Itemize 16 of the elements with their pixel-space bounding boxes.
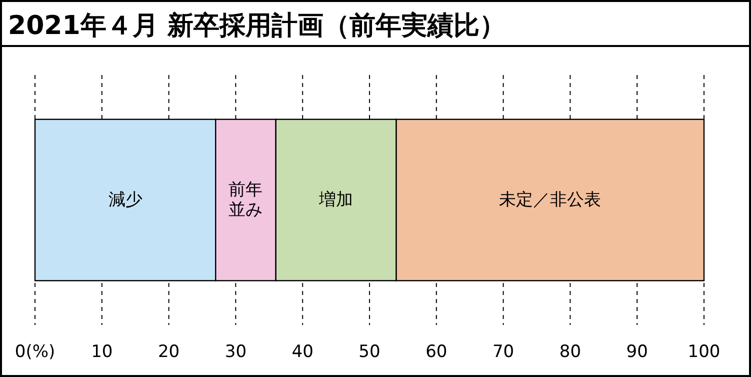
x-tick-label: 90	[626, 342, 648, 362]
x-tick-label: 10	[91, 342, 113, 362]
x-tick-label: 30	[224, 342, 247, 362]
x-tick-label: 60	[426, 342, 448, 362]
x-tick-label: 80	[559, 342, 582, 362]
series-label: 減少	[108, 190, 142, 210]
x-tick-label: 50	[358, 342, 380, 362]
series-label: 増加	[318, 190, 354, 210]
series-label: 未定／非公表	[499, 190, 602, 210]
x-tick-label: 100	[688, 342, 720, 362]
x-tick-label: 20	[158, 342, 180, 362]
series-label: 前年並み	[228, 180, 263, 220]
x-tick-label: 0(%)	[14, 342, 56, 362]
x-tick-label: 40	[292, 342, 314, 362]
chart-title: 2021年４月 新卒採用計画（前年実績比）	[8, 11, 506, 41]
x-tick-label: 70	[492, 342, 514, 362]
